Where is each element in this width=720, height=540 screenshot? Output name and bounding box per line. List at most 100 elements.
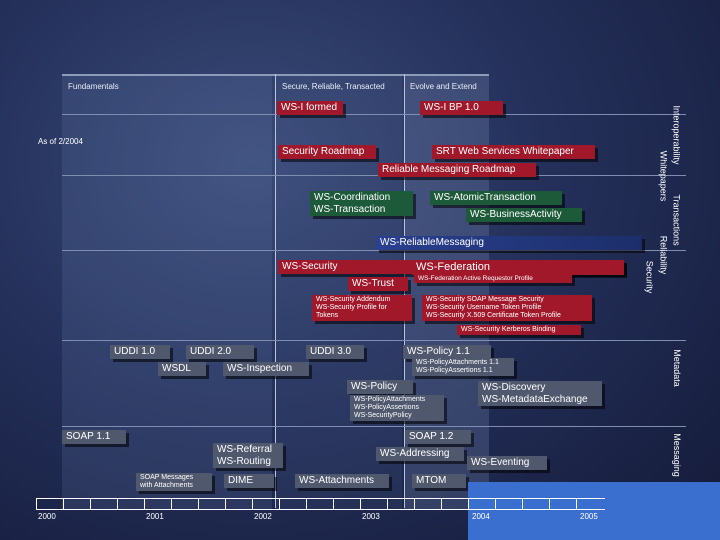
ws-referral-line: WS-Referral bbox=[217, 444, 273, 455]
uddi3-box: UDDI 3.0 bbox=[306, 345, 364, 359]
ws-coordination-box: WS-Coordination WS-Transaction bbox=[310, 191, 413, 216]
tick bbox=[522, 498, 523, 510]
tick bbox=[414, 498, 415, 510]
tick bbox=[306, 498, 307, 510]
sec-profiles-box: WS-Security SOAP Message Security WS-Sec… bbox=[422, 295, 592, 322]
phase-label-evolve: Evolve and Extend bbox=[410, 82, 477, 91]
tick-2005 bbox=[576, 498, 577, 510]
tick bbox=[549, 498, 550, 510]
tick bbox=[279, 498, 280, 510]
side-label-text: Transactions bbox=[671, 194, 682, 246]
lane-bar-whitepapers bbox=[62, 175, 686, 176]
guide-line bbox=[275, 74, 276, 508]
tick bbox=[90, 498, 91, 510]
ws-policy11-sub-line: WS-PolicyAttachments 1.1 bbox=[416, 359, 499, 366]
soap-attachments-box: SOAP Messages with Attachments bbox=[136, 473, 212, 492]
ws-eventing-box: WS-Eventing bbox=[467, 456, 547, 470]
tick-2000 bbox=[36, 498, 37, 510]
year-label-2004: 2004 bbox=[472, 512, 490, 521]
guide-line bbox=[404, 74, 405, 508]
side-label-text: Security bbox=[644, 260, 655, 294]
sec-addendum-line: Tokens bbox=[316, 312, 339, 320]
soap-attachments-line: with Attachments bbox=[140, 482, 193, 490]
soap11-box: SOAP 1.1 bbox=[62, 430, 126, 444]
sec-profiles-line: WS-Security SOAP Message Security bbox=[426, 296, 544, 303]
soap12-box: SOAP 1.2 bbox=[405, 430, 471, 444]
sec-profiles-line: WS-Security Username Token Profile bbox=[426, 304, 542, 312]
wsi-bp-box: WS-I BP 1.0 bbox=[420, 101, 503, 115]
ws-fed-active-box: WS-Federation Active Requestor Profile bbox=[414, 274, 572, 284]
lane-bar-security bbox=[62, 340, 686, 341]
ws-policy11-box: WS-Policy 1.1 bbox=[403, 345, 491, 359]
tick bbox=[495, 498, 496, 510]
side-label-metadata: Metadata bbox=[669, 340, 684, 396]
ws-addressing-box: WS-Addressing bbox=[376, 447, 464, 461]
side-label-transactions: Transactions bbox=[669, 185, 684, 255]
sec-addendum-box: WS-Security Addendum WS-Security Profile… bbox=[312, 295, 412, 322]
year-label-2001: 2001 bbox=[146, 512, 164, 521]
side-label-text: Interoperability bbox=[671, 105, 682, 165]
ws-atomic-box: WS-AtomicTransaction bbox=[430, 191, 562, 205]
ws-policy11-sub-box: WS-PolicyAttachments 1.1 WS-PolicyAssert… bbox=[412, 358, 514, 377]
tick-2004 bbox=[468, 498, 469, 510]
sec-addendum-line: WS-Security Profile for bbox=[316, 304, 387, 312]
ws-reliable-box: WS-ReliableMessaging bbox=[376, 236, 642, 250]
side-label-messaging: Messaging bbox=[669, 425, 684, 485]
ws-policy-sub-line: WS-PolicyAttachments bbox=[354, 396, 426, 403]
side-label-text: Metadata bbox=[671, 349, 682, 387]
tick bbox=[333, 498, 334, 510]
timeline-axis bbox=[36, 498, 605, 510]
ws-inspection-box: WS-Inspection bbox=[223, 362, 309, 376]
tick-2002 bbox=[252, 498, 253, 510]
reliable-roadmap-box: Reliable Messaging Roadmap bbox=[378, 163, 536, 177]
year-label-2002: 2002 bbox=[254, 512, 272, 521]
ws-routing-line: WS-Routing bbox=[217, 455, 271, 467]
ws-discovery-box: WS-Discovery WS-MetadataExchange bbox=[478, 381, 602, 406]
mtom-box: MTOM bbox=[412, 474, 466, 488]
dime-box: DIME bbox=[224, 474, 274, 488]
tick bbox=[198, 498, 199, 510]
ws-policy-sub-line: WS-PolicyAssertions bbox=[354, 404, 419, 412]
year-label-2005: 2005 bbox=[580, 512, 598, 521]
tick bbox=[387, 498, 388, 510]
uddi1-box: UDDI 1.0 bbox=[110, 345, 170, 359]
ws-referral-box: WS-Referral WS-Routing bbox=[213, 443, 283, 468]
ws-trust-box: WS-Trust bbox=[348, 277, 408, 291]
ws-federation-box: WS-Federation bbox=[412, 260, 624, 275]
as-of-date: As of 2/2004 bbox=[38, 137, 83, 146]
side-label-text: Messaging bbox=[671, 433, 682, 477]
tick-2003 bbox=[360, 498, 361, 510]
phase-label-secure: Secure, Reliable, Transacted bbox=[282, 82, 385, 91]
ws-coordination-line: WS-Coordination bbox=[314, 192, 391, 203]
tick bbox=[63, 498, 64, 510]
lane-bar-metadata bbox=[62, 426, 686, 427]
ws-policy-sub-box: WS-PolicyAttachments WS-PolicyAssertions… bbox=[350, 395, 444, 422]
tick bbox=[117, 498, 118, 510]
ws-business-box: WS-BusinessActivity bbox=[466, 208, 582, 222]
uddi2-box: UDDI 2.0 bbox=[186, 345, 254, 359]
side-label-interoperability: Interoperability bbox=[669, 100, 684, 170]
sec-profiles-line: WS-Security X.509 Certificate Token Prof… bbox=[426, 312, 561, 320]
ws-discovery-line: WS-Discovery bbox=[482, 382, 546, 393]
phase-band-evolve bbox=[404, 74, 489, 510]
side-label-text: Whitepapers bbox=[658, 150, 668, 202]
ws-policy-sub-line: WS-SecurityPolicy bbox=[354, 412, 412, 420]
tick-2001 bbox=[144, 498, 145, 510]
tick bbox=[171, 498, 172, 510]
sec-kerberos-box: WS-Security Kerberos Binding bbox=[457, 325, 581, 336]
tick bbox=[441, 498, 442, 510]
soap-attachments-line: SOAP Messages bbox=[140, 474, 194, 481]
sec-addendum-line: WS-Security Addendum bbox=[316, 296, 391, 303]
wsi-formed-box: WS-I formed bbox=[277, 101, 343, 115]
tick bbox=[225, 498, 226, 510]
side-label-text: Reliability bbox=[658, 235, 669, 275]
phase-label-fundamentals: Fundamentals bbox=[68, 82, 119, 91]
side-label-whitepapers: Whitepapers bbox=[656, 145, 670, 207]
ws-metadataexchange-line: WS-MetadataExchange bbox=[482, 393, 588, 405]
side-label-security: Security bbox=[642, 252, 656, 302]
timeline-highlight bbox=[468, 482, 720, 540]
year-label-2000: 2000 bbox=[38, 512, 56, 521]
wsdl-box: WSDL bbox=[158, 362, 206, 376]
lane-bar-interoperability bbox=[62, 114, 686, 115]
ws-policy-box: WS-Policy bbox=[347, 380, 413, 394]
